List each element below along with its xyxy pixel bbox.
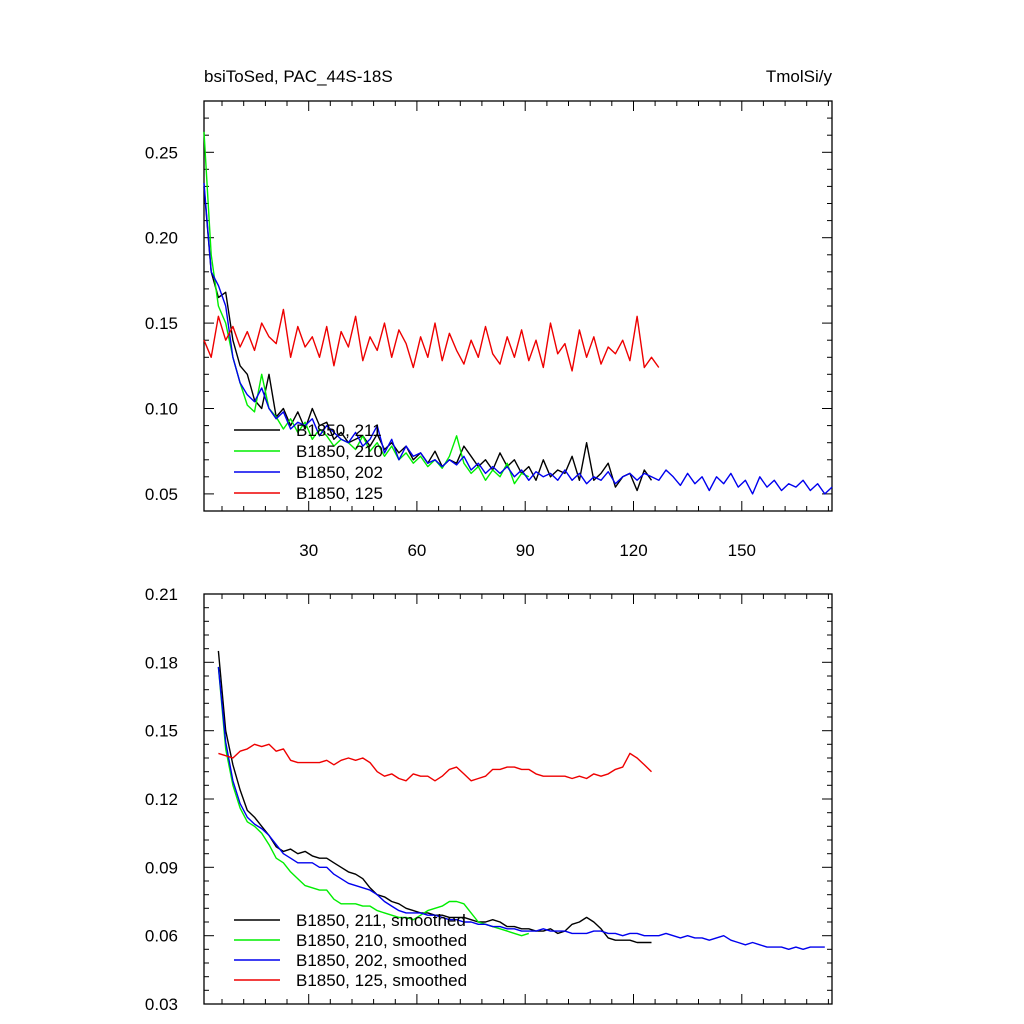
y-tick-label: 0.12: [145, 790, 178, 809]
legend-label: B1850, 202, smoothed: [296, 951, 467, 970]
x-tick-label: 30: [299, 541, 318, 560]
legend-label: B1850, 125, smoothed: [296, 971, 467, 990]
series-line-3: [203, 182, 833, 495]
y-tick-label: 0.05: [145, 485, 178, 504]
legend-label: B1850, 202: [296, 463, 383, 482]
top-panel: bsiToSed, PAC_44S-18S TmolSi/y 30 60 90 120…: [145, 67, 833, 560]
x-tick-label: 120: [619, 541, 647, 560]
y-tick-label: 0.03: [145, 995, 178, 1014]
series-line-2: [217, 666, 530, 937]
top-title-left: bsiToSed, PAC_44S-18S: [204, 67, 393, 86]
legend-label: B1850, 125: [296, 484, 383, 503]
series-line-4: [203, 308, 660, 372]
legend-label: B1850, 210: [296, 442, 383, 461]
y-tick-label: 0.21: [145, 585, 178, 604]
y-tick-label: 0.15: [145, 314, 178, 333]
y-tick-label: 0.25: [145, 143, 178, 162]
series-line-4: [218, 743, 652, 782]
y-tick-label: 0.18: [145, 653, 178, 672]
x-tick-label: 60: [407, 541, 426, 560]
y-tick-label: 0.09: [145, 858, 178, 877]
legend-label: B1850, 211, smoothed: [296, 911, 466, 930]
bottom-panel: 0.03 0.06 0.09 0.12 0.15 0.18 0.21 B1850, 211,…: [145, 585, 833, 1014]
y-tick-label: 0.20: [145, 229, 178, 248]
series-line-1: [217, 650, 652, 944]
x-tick-label: 150: [728, 541, 756, 560]
y-tick-label: 0.10: [145, 400, 178, 419]
legend-label: B1850, 210, smoothed: [296, 931, 467, 950]
series-line-3: [217, 666, 825, 950]
top-title-right: TmolSi/y: [766, 67, 833, 86]
y-tick-label: 0.06: [145, 927, 178, 946]
y-tick-label: 0.15: [145, 722, 178, 741]
legend-label: B1850, 211: [296, 421, 382, 440]
x-tick-label: 90: [516, 541, 535, 560]
